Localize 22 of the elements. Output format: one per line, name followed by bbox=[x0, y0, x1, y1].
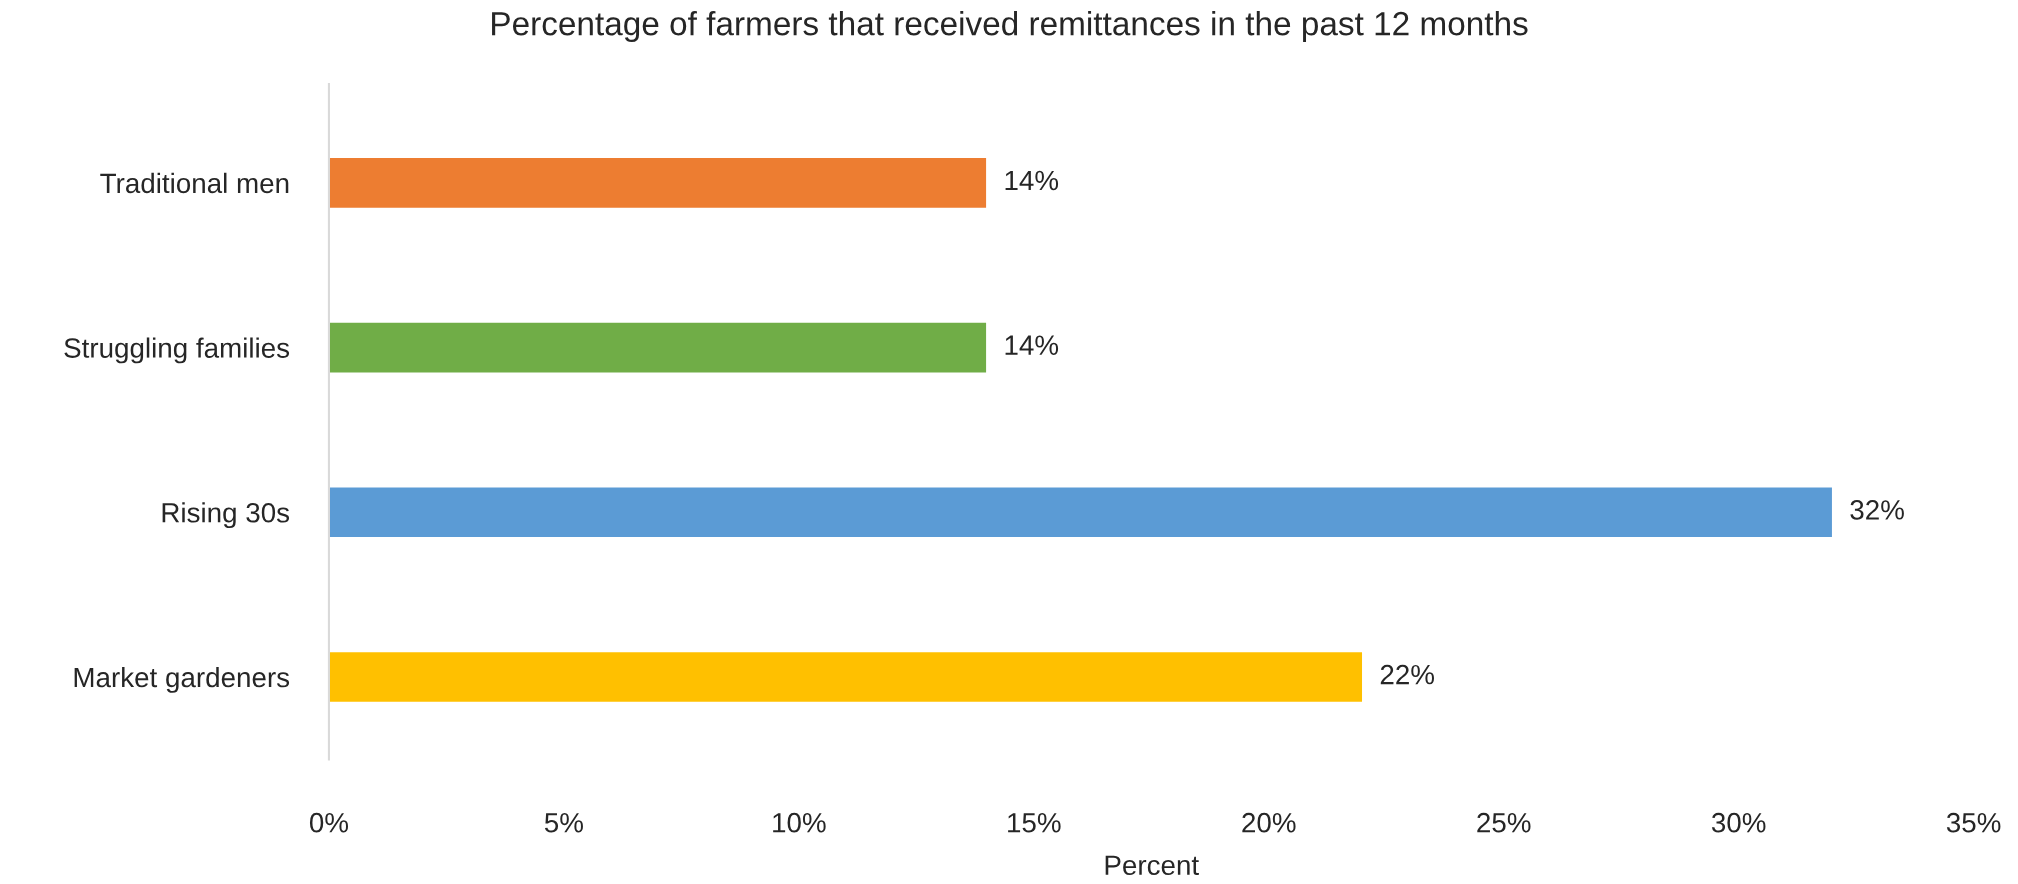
x-tick-label: 20% bbox=[1242, 812, 1296, 833]
data-label: 14% bbox=[1005, 335, 1059, 355]
y-tick-label: Rising 30s bbox=[162, 502, 290, 529]
bar bbox=[328, 486, 1834, 539]
data-label: 32% bbox=[1850, 500, 1904, 520]
bar bbox=[328, 156, 988, 210]
x-tick-label: 5% bbox=[544, 812, 583, 833]
y-tick-label: Market gardeners bbox=[74, 666, 290, 693]
bar bbox=[328, 321, 988, 374]
y-tick-label: Traditional men bbox=[100, 172, 289, 194]
data-label: 14% bbox=[1005, 170, 1059, 191]
x-tick-label: 0% bbox=[309, 812, 349, 833]
x-tick-label: 10% bbox=[773, 812, 826, 833]
x-tick-label: 25% bbox=[1477, 812, 1531, 833]
bar bbox=[328, 650, 1364, 704]
x-tick-label: 15% bbox=[1008, 812, 1061, 833]
x-axis-title: Percent bbox=[1105, 855, 1199, 876]
x-tick-label: 30% bbox=[1711, 812, 1766, 833]
y-tick-label: Struggling families bbox=[64, 337, 290, 364]
chart-title: Percentage of farmers that received remittances in the past 12 months bbox=[492, 10, 1528, 43]
x-tick-label: 35% bbox=[1946, 812, 2001, 833]
data-label: 22% bbox=[1380, 664, 1434, 685]
